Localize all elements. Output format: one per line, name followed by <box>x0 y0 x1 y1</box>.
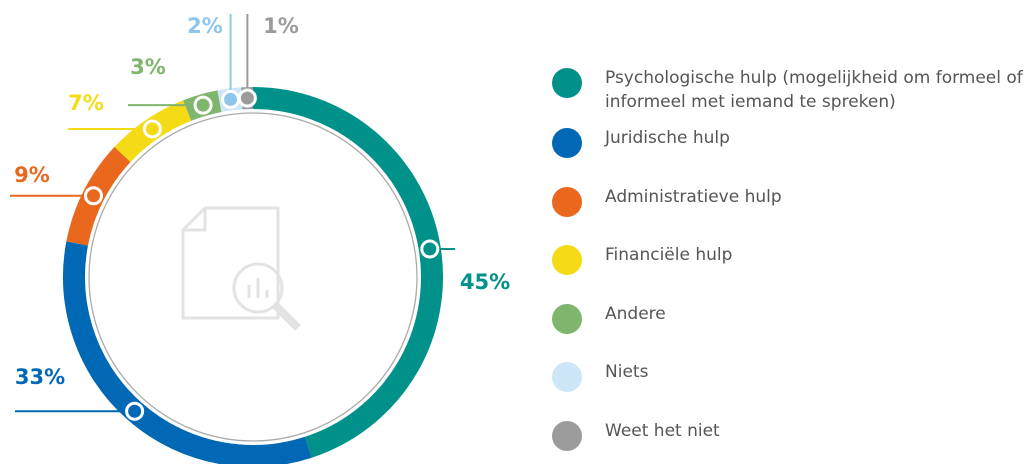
value-label: 2% <box>187 14 223 38</box>
label-dot <box>420 239 440 259</box>
value-label: 3% <box>130 55 166 79</box>
value-label: 33% <box>15 365 65 389</box>
legend-swatch <box>552 245 582 275</box>
label-dot <box>221 89 241 109</box>
legend-label: Psychologische hulp (mogelijkheid om for… <box>605 68 1023 112</box>
legend-swatch <box>552 128 582 158</box>
legend-label: Juridische hulp <box>605 128 730 148</box>
donut-chart: 45% 33% 9% 7% 3% 2% 1% <box>10 14 510 464</box>
label-dot <box>142 119 162 139</box>
value-label: 1% <box>263 14 299 38</box>
value-label: 9% <box>14 163 50 187</box>
legend-swatch <box>552 362 582 392</box>
value-label: 7% <box>68 91 104 115</box>
inner-ring <box>88 112 418 442</box>
donut-segment <box>252 87 443 458</box>
legend-swatch <box>552 420 582 451</box>
value-label: 45% <box>460 270 510 294</box>
donut-segment <box>63 241 312 464</box>
center-icon <box>181 206 301 331</box>
label-dot <box>193 95 213 115</box>
legend-label: Financiële hulp <box>605 245 733 265</box>
legend: Psychologische hulp (mogelijkheid om for… <box>552 62 1032 464</box>
legend-label: Administratieve hulp <box>605 186 782 207</box>
legend-label: Niets <box>605 362 649 382</box>
legend-swatch <box>552 68 582 98</box>
legend-label: Andere <box>605 303 666 324</box>
legend-label: Weet het niet <box>605 420 720 441</box>
legend-item: Administratieve hulp <box>552 181 1032 240</box>
legend-item: Andere <box>552 298 1032 357</box>
legend-item: Weet het niet <box>552 415 1032 464</box>
legend-swatch <box>552 303 582 334</box>
label-dot <box>84 186 104 206</box>
legend-item: Psychologische hulp (mogelijkheid om for… <box>552 62 1032 122</box>
legend-item: Financiële hulp <box>552 239 1032 298</box>
label-dot <box>237 88 257 108</box>
legend-item: Niets <box>552 356 1032 415</box>
label-dot <box>125 401 145 421</box>
legend-item: Juridische hulp <box>552 122 1032 181</box>
legend-swatch <box>552 186 582 217</box>
